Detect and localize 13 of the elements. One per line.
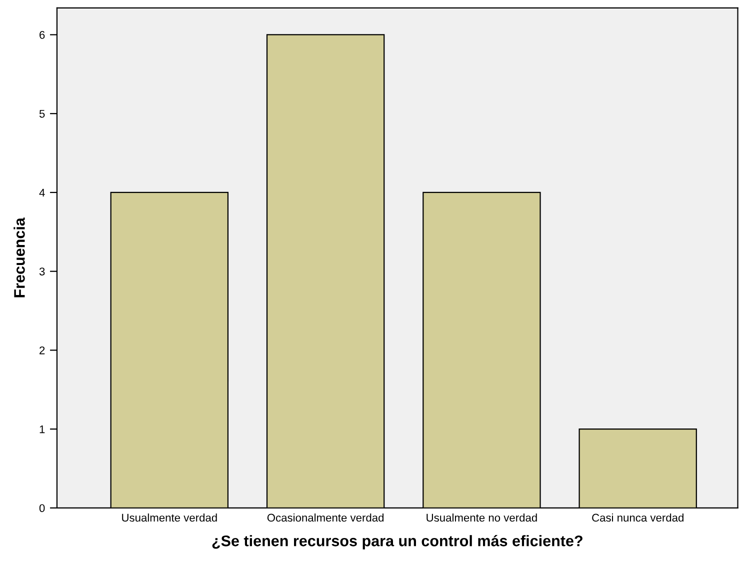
x-tick-label: Usualmente no verdad [426, 513, 537, 522]
x-axis-title: ¿Se tienen recursos para un control más eficiente? [212, 534, 582, 550]
x-tick-label: Usualmente verdad [122, 513, 217, 522]
y-tick-label: 4 [39, 188, 45, 196]
y-axis-title: Frecuencia [14, 217, 25, 298]
y-tick-label: 6 [40, 30, 45, 39]
y-tick-label: 0 [39, 504, 45, 512]
y-tick-label: 5 [39, 110, 45, 118]
y-tick-label: 2 [40, 346, 45, 354]
y-tick-label: 3 [39, 268, 45, 276]
x-tick-label: Ocasionalmente verdad [267, 513, 384, 522]
y-tick-label: 1 [40, 425, 45, 434]
x-tick-label: Casi nunca verdad [592, 513, 684, 522]
